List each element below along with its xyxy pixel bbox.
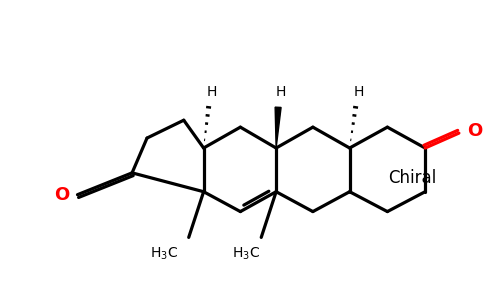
Text: O: O [467,122,482,140]
Text: H$_3$C: H$_3$C [232,246,260,262]
Text: Chiral: Chiral [388,169,437,187]
Text: H: H [206,85,217,99]
Text: O: O [54,186,70,204]
Polygon shape [275,107,281,148]
Text: H: H [353,85,364,99]
Text: H: H [276,85,286,99]
Text: H$_3$C: H$_3$C [150,246,178,262]
